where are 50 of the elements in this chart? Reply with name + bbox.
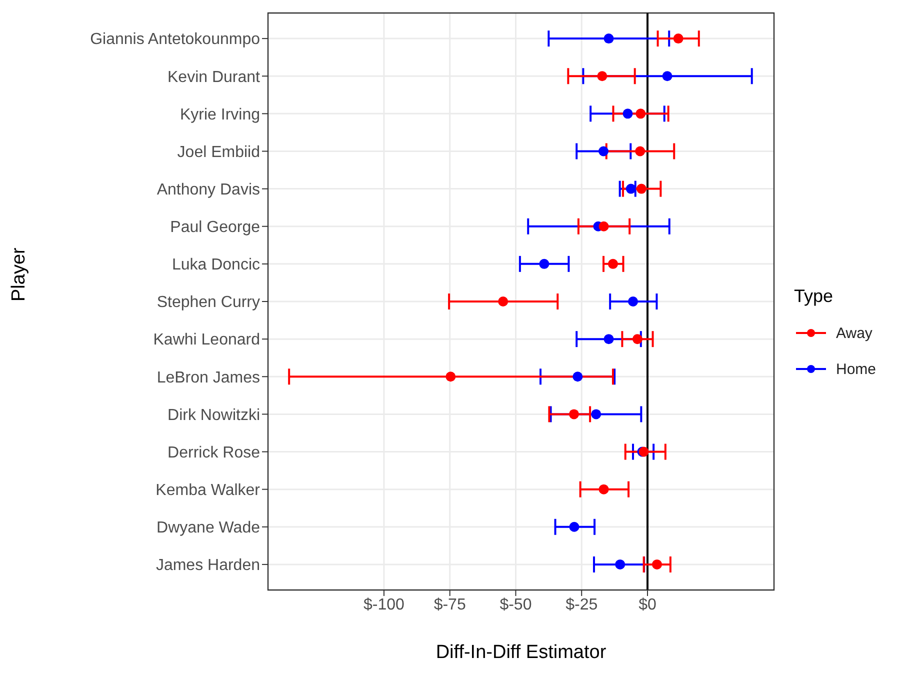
x-tick-label: $-50 bbox=[500, 596, 532, 614]
point bbox=[604, 34, 614, 44]
x-tick-label: $-25 bbox=[566, 596, 598, 614]
x-tick-label: $-75 bbox=[434, 596, 466, 614]
y-tick-label: Kawhi Leonard bbox=[153, 332, 260, 349]
point bbox=[622, 108, 633, 119]
point bbox=[608, 258, 618, 269]
y-tick-label: Anthony Davis bbox=[156, 181, 260, 198]
y-tick-label: James Harden bbox=[156, 557, 260, 574]
y-tick-label: Kemba Walker bbox=[156, 482, 261, 500]
point bbox=[615, 559, 626, 570]
y-tick-label: Dwyane Wade bbox=[156, 520, 260, 537]
point bbox=[636, 108, 646, 119]
point bbox=[568, 409, 579, 420]
point bbox=[598, 146, 608, 156]
point bbox=[539, 258, 550, 269]
x-axis-title: Diff-In-Diff Estimator bbox=[436, 642, 607, 663]
y-tick-label: Derrick Rose bbox=[168, 444, 260, 462]
point bbox=[598, 484, 609, 494]
y-tick-label: Luka Doncic bbox=[172, 256, 260, 274]
legend-label: Home bbox=[835, 360, 878, 380]
y-tick-label: Paul George bbox=[170, 219, 260, 236]
y-tick-label: Giannis Antetokounmpo bbox=[90, 31, 260, 48]
y-tick-label: Dirk Nowitzki bbox=[168, 406, 260, 424]
y-tick-label: Stephen Curry bbox=[156, 294, 260, 312]
point bbox=[591, 409, 602, 420]
y-axis-title: Player bbox=[8, 246, 30, 302]
point bbox=[446, 372, 456, 382]
point bbox=[636, 184, 646, 194]
legend-label: Away bbox=[835, 324, 874, 344]
point bbox=[597, 71, 608, 82]
point bbox=[569, 522, 580, 532]
point bbox=[598, 221, 609, 232]
x-tick-label: $0 bbox=[638, 596, 656, 614]
point bbox=[662, 71, 672, 82]
legend-title: Type bbox=[794, 286, 834, 307]
point bbox=[635, 146, 646, 156]
point bbox=[628, 296, 638, 306]
x-tick-label: $-100 bbox=[363, 596, 405, 614]
point bbox=[572, 372, 583, 382]
y-tick-label: Kevin Durant bbox=[168, 68, 261, 86]
y-tick-label: LeBron James bbox=[156, 369, 260, 386]
point bbox=[632, 334, 642, 344]
y-tick-label: Joel Embiid bbox=[177, 144, 260, 161]
point bbox=[652, 559, 662, 570]
point bbox=[673, 34, 684, 44]
y-tick-label: Kyrie Irving bbox=[180, 106, 260, 124]
point bbox=[626, 184, 636, 194]
point bbox=[498, 296, 508, 306]
point bbox=[604, 334, 614, 344]
